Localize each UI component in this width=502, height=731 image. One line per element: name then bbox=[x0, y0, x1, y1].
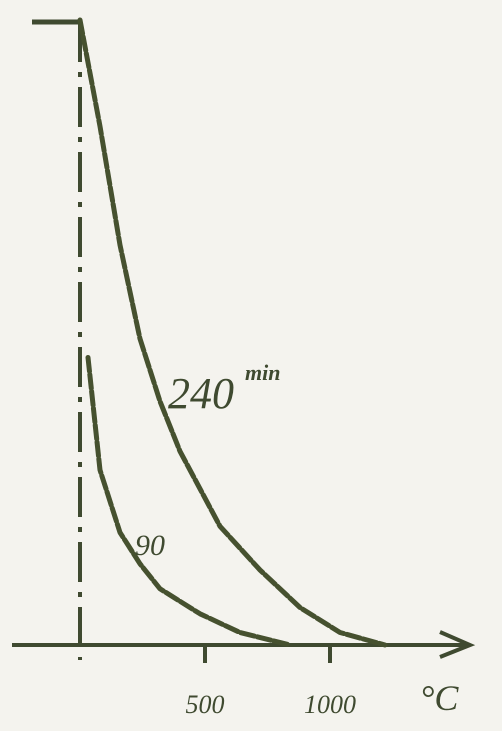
chart: °C min 500 1000 240 90 bbox=[0, 0, 502, 731]
curve-label: 240 bbox=[168, 369, 234, 418]
curve bbox=[80, 20, 385, 645]
x-tick-label: 1000 bbox=[304, 690, 356, 719]
x-axis-label: °C bbox=[420, 678, 459, 718]
curve-label: 90 bbox=[135, 529, 165, 562]
page: {"chart_data": {"type": "line", "x_label… bbox=[0, 0, 502, 731]
x-tick-label: 500 bbox=[186, 690, 225, 719]
unit-label: min bbox=[245, 360, 280, 385]
